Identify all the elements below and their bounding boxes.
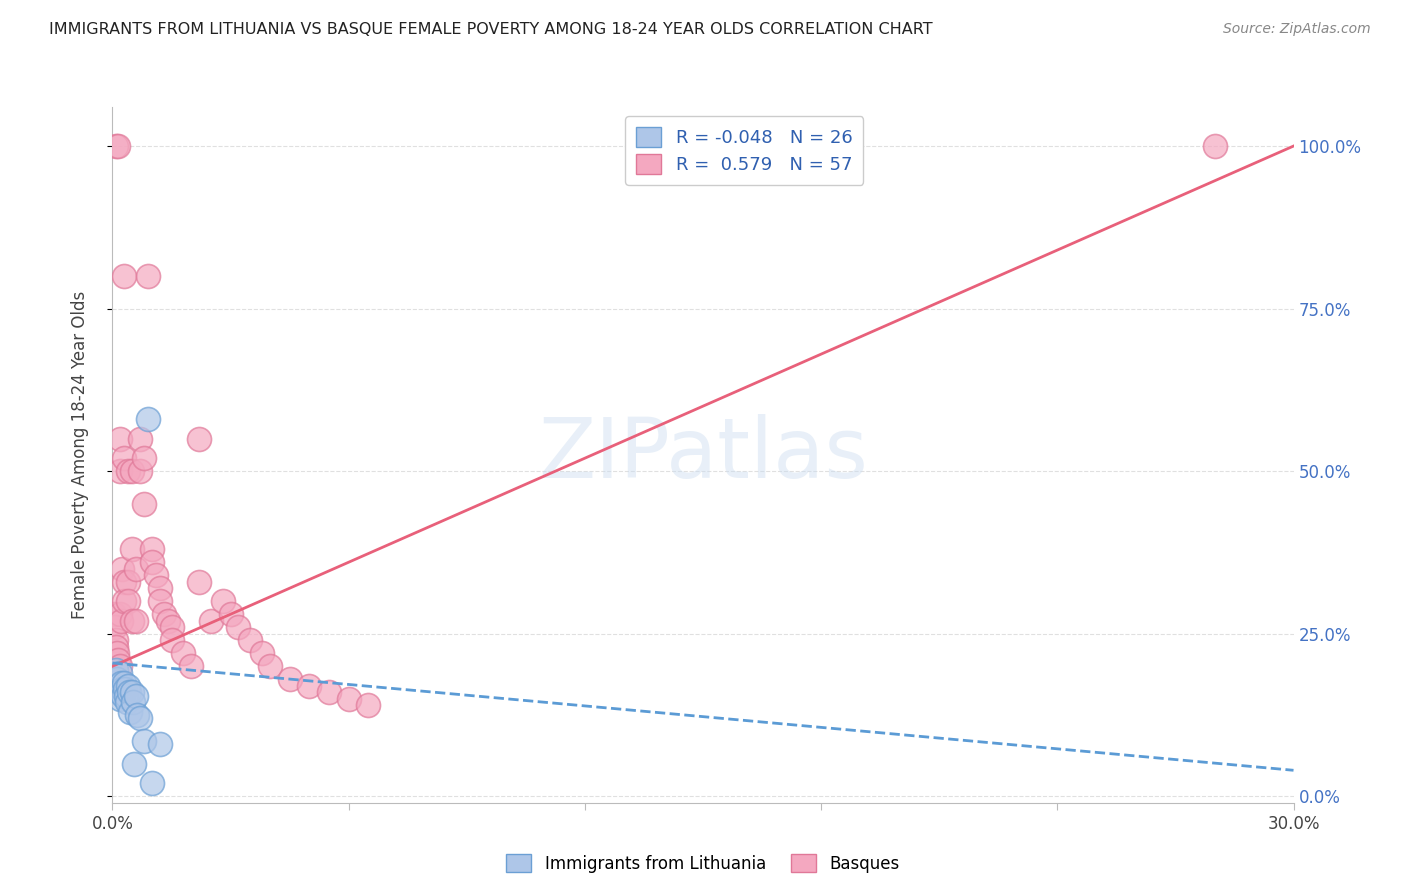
- Point: [112, 451, 135, 466]
- Point: [122, 756, 145, 771]
- Point: [107, 685, 129, 699]
- Text: Source: ZipAtlas.com: Source: ZipAtlas.com: [1223, 22, 1371, 37]
- Point: [111, 689, 134, 703]
- Point: [278, 672, 301, 686]
- Point: [357, 698, 380, 713]
- Point: [211, 594, 233, 608]
- Point: [112, 269, 135, 284]
- Point: [118, 685, 141, 699]
- Point: [337, 691, 360, 706]
- Text: ZIPatlas: ZIPatlas: [538, 415, 868, 495]
- Point: [105, 646, 128, 660]
- Point: [114, 681, 136, 696]
- Point: [239, 633, 262, 648]
- Point: [107, 653, 129, 667]
- Point: [132, 497, 155, 511]
- Point: [105, 139, 128, 153]
- Text: IMMIGRANTS FROM LITHUANIA VS BASQUE FEMALE POVERTY AMONG 18-24 YEAR OLDS CORRELA: IMMIGRANTS FROM LITHUANIA VS BASQUE FEMA…: [49, 22, 932, 37]
- Point: [107, 679, 129, 693]
- Point: [125, 562, 148, 576]
- Point: [107, 139, 129, 153]
- Point: [110, 614, 132, 628]
- Point: [141, 542, 163, 557]
- Point: [115, 695, 138, 709]
- Point: [117, 464, 139, 478]
- Point: [121, 464, 143, 478]
- Point: [108, 659, 131, 673]
- Point: [115, 689, 138, 703]
- Point: [149, 737, 172, 751]
- Point: [111, 681, 134, 696]
- Point: [129, 432, 152, 446]
- Point: [160, 620, 183, 634]
- Point: [112, 594, 135, 608]
- Point: [112, 675, 135, 690]
- Point: [188, 574, 211, 589]
- Point: [117, 594, 139, 608]
- Point: [125, 708, 148, 723]
- Point: [105, 663, 128, 677]
- Point: [132, 734, 155, 748]
- Point: [149, 581, 172, 595]
- Point: [188, 432, 211, 446]
- Point: [200, 614, 222, 628]
- Point: [118, 705, 141, 719]
- Point: [298, 679, 321, 693]
- Point: [136, 412, 159, 426]
- Legend: Immigrants from Lithuania, Basques: Immigrants from Lithuania, Basques: [499, 847, 907, 880]
- Point: [117, 574, 139, 589]
- Point: [172, 646, 194, 660]
- Point: [110, 675, 132, 690]
- Point: [112, 574, 135, 589]
- Point: [160, 633, 183, 648]
- Point: [121, 685, 143, 699]
- Legend: R = -0.048   N = 26, R =  0.579   N = 57: R = -0.048 N = 26, R = 0.579 N = 57: [626, 116, 863, 185]
- Point: [108, 691, 131, 706]
- Point: [110, 665, 132, 680]
- Point: [141, 776, 163, 790]
- Point: [1204, 139, 1226, 153]
- Point: [149, 594, 172, 608]
- Y-axis label: Female Poverty Among 18-24 Year Olds: Female Poverty Among 18-24 Year Olds: [70, 291, 89, 619]
- Point: [125, 614, 148, 628]
- Point: [129, 711, 152, 725]
- Point: [121, 542, 143, 557]
- Point: [141, 555, 163, 569]
- Point: [136, 269, 159, 284]
- Point: [110, 607, 132, 622]
- Point: [129, 464, 152, 478]
- Point: [219, 607, 242, 622]
- Point: [121, 614, 143, 628]
- Point: [132, 451, 155, 466]
- Point: [152, 607, 174, 622]
- Point: [104, 620, 127, 634]
- Point: [105, 640, 128, 654]
- Point: [122, 695, 145, 709]
- Point: [105, 633, 128, 648]
- Point: [103, 607, 125, 622]
- Point: [117, 679, 139, 693]
- Point: [180, 659, 202, 673]
- Point: [110, 464, 132, 478]
- Point: [125, 689, 148, 703]
- Point: [111, 562, 134, 576]
- Point: [156, 614, 179, 628]
- Point: [110, 432, 132, 446]
- Point: [145, 568, 167, 582]
- Point: [259, 659, 281, 673]
- Point: [105, 672, 128, 686]
- Point: [318, 685, 340, 699]
- Point: [250, 646, 273, 660]
- Point: [228, 620, 250, 634]
